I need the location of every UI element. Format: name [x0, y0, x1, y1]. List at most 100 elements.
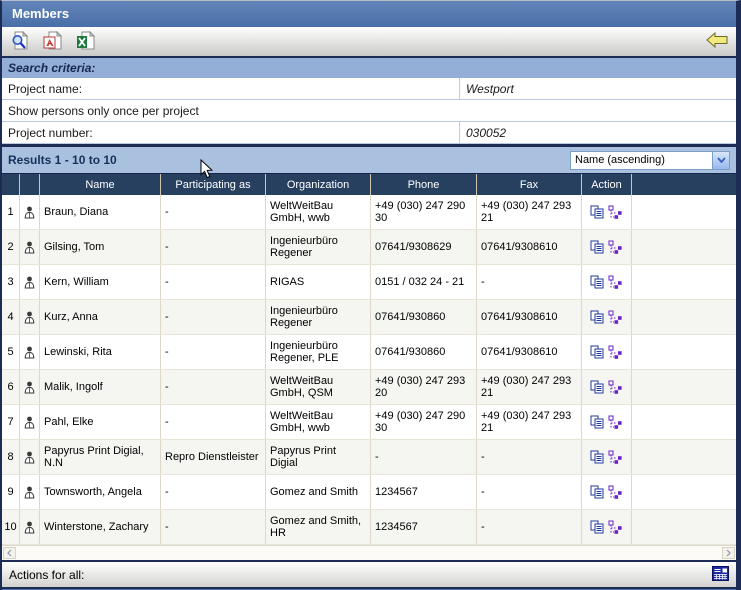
participating-as: -: [161, 265, 266, 299]
table-row[interactable]: 3 Kern, William - RIGAS 0151 / 032 24 - …: [2, 265, 736, 300]
row-filler: [632, 300, 736, 334]
table-row[interactable]: 1 Braun, Diana - WeltWeitBau GmbH, wwb +…: [2, 195, 736, 230]
copy-icon[interactable]: [590, 415, 604, 429]
table-row[interactable]: 6 Malik, Ingolf - WeltWeitBau GmbH, QSM …: [2, 370, 736, 405]
copy-icon[interactable]: [590, 380, 604, 394]
row-number: 4: [2, 300, 20, 334]
person-icon: [20, 475, 40, 509]
row-number: 2: [2, 230, 20, 264]
phone: 1234567: [371, 510, 477, 544]
print-preview-icon: [10, 30, 29, 53]
horizontal-scrollbar[interactable]: [2, 545, 736, 560]
copy-icon[interactable]: [590, 345, 604, 359]
organization: Ingenieurbüro Regener, PLE: [266, 335, 371, 369]
back-button[interactable]: [706, 31, 728, 51]
separator: [2, 144, 736, 147]
member-name: Kurz, Anna: [40, 300, 161, 334]
table-row[interactable]: 9 Townsworth, Angela - Gomez and Smith 1…: [2, 475, 736, 510]
hierarchy-icon[interactable]: [608, 275, 623, 289]
table-row[interactable]: 10 Winterstone, Zachary - Gomez and Smit…: [2, 510, 736, 545]
results-bar: Results 1 - 10 to 10 Name (ascending): [2, 147, 736, 173]
table-body: 1 Braun, Diana - WeltWeitBau GmbH, wwb +…: [2, 195, 736, 545]
table-row[interactable]: 5 Lewinski, Rita - Ingenieurbüro Regener…: [2, 335, 736, 370]
row-number: 3: [2, 265, 20, 299]
sort-dropdown[interactable]: Name (ascending): [570, 150, 730, 170]
action-cell: [582, 405, 632, 439]
search-row-project-number: Project number: 030052: [2, 122, 736, 144]
table-report-button[interactable]: [712, 565, 729, 584]
hierarchy-icon[interactable]: [608, 450, 623, 464]
member-name: Townsworth, Angela: [40, 475, 161, 509]
table-row[interactable]: 4 Kurz, Anna - Ingenieurbüro Regener 076…: [2, 300, 736, 335]
action-cell: [582, 475, 632, 509]
column-header-organization[interactable]: Organization: [266, 174, 371, 195]
toolbar: [2, 27, 736, 58]
member-name: Lewinski, Rita: [40, 335, 161, 369]
scrollbar-track[interactable]: [17, 546, 721, 560]
column-header-fax[interactable]: Fax: [477, 174, 582, 195]
show-once-label: Show persons only once per project: [8, 103, 199, 118]
organization: Gomez and Smith: [266, 475, 371, 509]
column-header-name[interactable]: Name: [40, 174, 161, 195]
fax: +49 (030) 247 293 21: [477, 195, 582, 229]
back-arrow-icon: [706, 31, 728, 51]
search-criteria-header: Search criteria:: [2, 58, 736, 78]
chevron-down-icon[interactable]: [712, 151, 729, 169]
table-row[interactable]: 2 Gilsing, Tom - Ingenieurbüro Regener 0…: [2, 230, 736, 265]
export-pdf-button[interactable]: [43, 30, 63, 53]
copy-icon[interactable]: [590, 240, 604, 254]
copy-icon[interactable]: [590, 485, 604, 499]
hierarchy-icon[interactable]: [608, 345, 623, 359]
hierarchy-icon[interactable]: [608, 240, 623, 254]
row-number: 1: [2, 195, 20, 229]
copy-icon[interactable]: [590, 205, 604, 219]
hierarchy-icon[interactable]: [608, 310, 623, 324]
hierarchy-icon[interactable]: [608, 415, 623, 429]
organization: Gomez and Smith, HR: [266, 510, 371, 544]
organization: WeltWeitBau GmbH, wwb: [266, 195, 371, 229]
scroll-left-icon[interactable]: [3, 547, 16, 559]
phone: 0151 / 032 24 - 21: [371, 265, 477, 299]
row-filler: [632, 230, 736, 264]
row-filler: [632, 475, 736, 509]
scroll-right-icon[interactable]: [722, 547, 735, 559]
copy-icon[interactable]: [590, 520, 604, 534]
copy-icon[interactable]: [590, 310, 604, 324]
column-header-phone[interactable]: Phone: [371, 174, 477, 195]
table-header: Name Participating as Organization Phone…: [2, 173, 736, 195]
action-cell: [582, 370, 632, 404]
participating-as: -: [161, 510, 266, 544]
organization: WeltWeitBau GmbH, QSM: [266, 370, 371, 404]
row-number: 8: [2, 440, 20, 474]
sort-dropdown-value: Name (ascending): [575, 154, 665, 166]
hierarchy-icon[interactable]: [608, 380, 623, 394]
search-row-project-name: Project name: Westport: [2, 78, 736, 100]
organization: RIGAS: [266, 265, 371, 299]
action-cell: [582, 265, 632, 299]
hierarchy-icon[interactable]: [608, 520, 623, 534]
hierarchy-icon[interactable]: [608, 205, 623, 219]
table-row[interactable]: 7 Pahl, Elke - WeltWeitBau GmbH, wwb +49…: [2, 405, 736, 440]
row-filler: [632, 335, 736, 369]
person-icon: [20, 265, 40, 299]
separator: [2, 560, 736, 562]
table-report-icon: [712, 565, 729, 584]
copy-icon[interactable]: [590, 275, 604, 289]
mouse-cursor: [200, 159, 213, 179]
hierarchy-icon[interactable]: [608, 485, 623, 499]
column-header-participating[interactable]: Participating as: [161, 174, 266, 195]
export-excel-button[interactable]: [76, 30, 96, 53]
action-cell: [582, 195, 632, 229]
phone: 1234567: [371, 475, 477, 509]
search-criteria-label: Search criteria:: [8, 61, 96, 75]
table-row[interactable]: 8 Papyrus Print Digial, N.N Repro Dienst…: [2, 440, 736, 475]
pdf-icon: [43, 30, 63, 53]
participating-as: -: [161, 370, 266, 404]
print-preview-button[interactable]: [10, 30, 29, 53]
organization: WeltWeitBau GmbH, wwb: [266, 405, 371, 439]
copy-icon[interactable]: [590, 450, 604, 464]
column-header-index: [2, 174, 20, 195]
person-icon: [20, 300, 40, 334]
phone: +49 (030) 247 290 30: [371, 405, 477, 439]
